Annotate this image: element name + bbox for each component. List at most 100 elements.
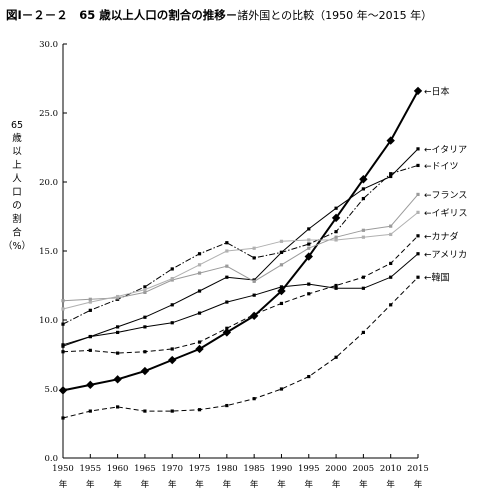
data-point (225, 326, 229, 330)
y-tick-label: 30.0 (39, 40, 58, 50)
data-point (113, 375, 122, 384)
data-point (170, 277, 174, 281)
data-point (389, 224, 393, 228)
data-point (170, 347, 174, 351)
x-tick-unit: 年 (414, 479, 423, 490)
x-tick-unit: 年 (277, 479, 286, 490)
data-point (307, 242, 311, 246)
data-point (116, 325, 120, 329)
data-point (359, 175, 368, 184)
data-point (225, 403, 229, 408)
y-axis-label-char: （%） (3, 240, 31, 252)
data-point (334, 355, 338, 359)
data-point (143, 409, 147, 413)
series-ドイツ (61, 163, 420, 326)
data-point (222, 328, 232, 337)
data-point (413, 86, 423, 96)
data-point (416, 234, 420, 238)
series-アメリカ (61, 252, 420, 347)
data-point (61, 350, 65, 354)
x-tick-unit: 年 (223, 479, 232, 490)
data-point (304, 252, 313, 261)
data-point (197, 252, 202, 256)
x-tick-unit: 年 (332, 479, 341, 490)
data-point (389, 174, 393, 179)
y-axis-label-char: 歳 (12, 132, 22, 144)
data-point (361, 228, 365, 232)
data-point (389, 303, 393, 307)
y-axis-label-char: の (12, 201, 22, 212)
x-tick-label: 1985 (243, 464, 265, 474)
series-イギリス (61, 210, 420, 311)
x-tick-label: 1960 (107, 464, 129, 474)
data-point (361, 235, 365, 239)
data-point (143, 315, 147, 319)
data-point (331, 213, 341, 223)
data-point (279, 301, 284, 306)
data-point (143, 290, 147, 294)
x-tick-unit: 年 (113, 479, 122, 490)
data-point (170, 303, 174, 307)
series-カナダ (61, 234, 420, 355)
data-point (58, 386, 68, 395)
data-point (361, 187, 365, 191)
data-point (416, 192, 420, 197)
data-point (61, 307, 65, 311)
data-point (116, 330, 120, 335)
data-point (168, 355, 177, 365)
data-point (279, 250, 284, 254)
legend-label: ←韓国 (424, 273, 450, 284)
x-tick-label: 2005 (353, 464, 375, 474)
data-point (252, 293, 256, 297)
series-line (62, 235, 419, 354)
data-point (416, 252, 420, 256)
data-point (88, 297, 92, 301)
data-point (116, 294, 120, 299)
data-point (252, 397, 256, 401)
data-point (197, 289, 202, 293)
x-tick-label: 1975 (189, 464, 211, 474)
data-point (170, 409, 174, 413)
data-point (225, 264, 229, 268)
data-point (88, 348, 92, 352)
data-point (197, 311, 202, 315)
data-point (361, 286, 365, 290)
data-point (279, 263, 284, 267)
series-line (62, 194, 419, 302)
data-point (252, 312, 256, 317)
data-point (307, 374, 311, 379)
chart-title-sub: 諸外国との比較（1950 年～2015 年） (237, 8, 432, 22)
data-point (170, 267, 174, 271)
x-tick-label: 1950 (52, 464, 74, 474)
data-point (61, 299, 65, 303)
data-point (334, 230, 338, 234)
data-point (140, 366, 150, 376)
y-tick-label: 10.0 (39, 316, 58, 326)
y-axis-label-char: 以 (12, 147, 22, 158)
data-point (252, 279, 256, 283)
legend-layer: ←日本 ←イタリア ←ドイツ ←フランス ←イギリス ←カナダ ←アメリカ ←韓国 (424, 85, 468, 283)
data-point (61, 416, 65, 420)
series-layer (58, 86, 423, 420)
data-point (170, 321, 174, 325)
y-tick-label: 25.0 (39, 109, 58, 119)
data-point (334, 283, 338, 288)
data-point (307, 292, 311, 296)
y-axis-label-char: 口 (12, 187, 22, 198)
data-point (389, 275, 393, 279)
x-tick-unit: 年 (86, 479, 95, 490)
data-point (197, 408, 202, 412)
x-tick-unit: 年 (141, 479, 150, 490)
data-point (279, 387, 284, 391)
y-tick-label: 15.0 (39, 247, 58, 257)
chart-title-main: 図Ⅰ－２－２ 65 歳以上人口の割合の推移－ (6, 8, 237, 22)
data-point (195, 344, 204, 354)
legend-label: ←イギリス (424, 208, 468, 219)
series-line (62, 148, 419, 347)
y-axis-label-char: 人 (12, 174, 22, 185)
series-日本 (58, 86, 423, 395)
series-韓国 (61, 275, 420, 420)
data-point (197, 340, 202, 344)
data-point (252, 246, 256, 250)
